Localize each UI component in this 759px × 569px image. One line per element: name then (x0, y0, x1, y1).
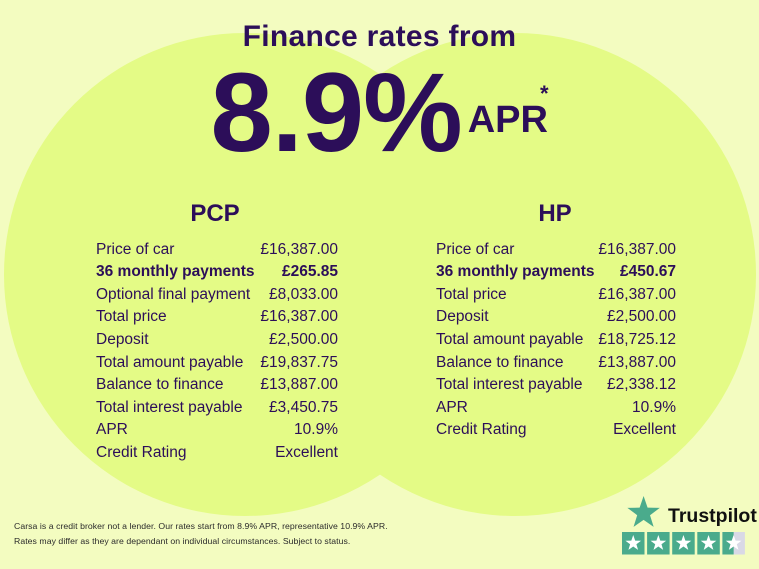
svg-text:Trustpilot: Trustpilot (668, 505, 757, 527)
